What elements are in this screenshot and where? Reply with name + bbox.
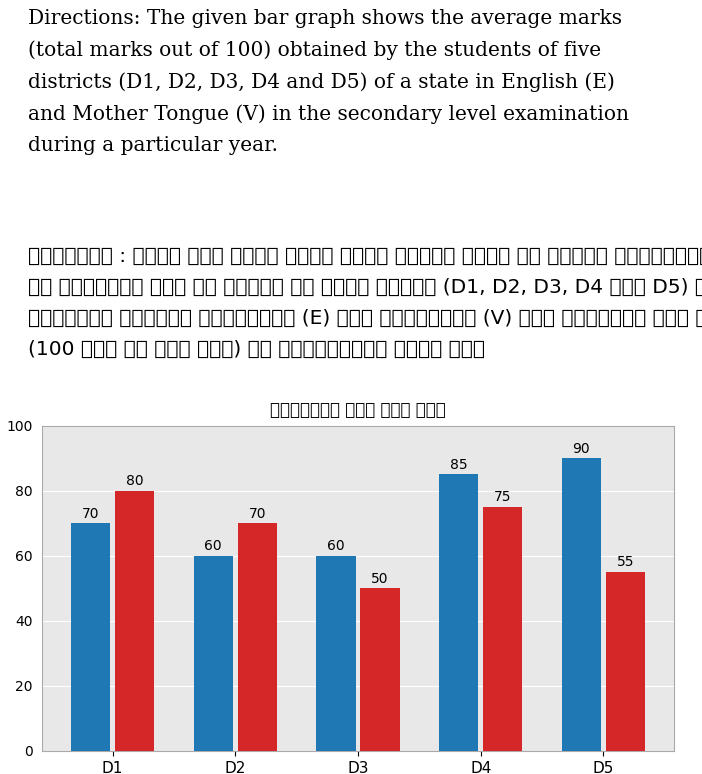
Text: Directions: The given bar graph shows the average marks
(total marks out of 100): Directions: The given bar graph shows th… xyxy=(28,9,629,155)
Bar xyxy=(115,491,154,751)
Bar xyxy=(317,556,356,751)
Text: 85: 85 xyxy=(450,458,468,472)
Text: 50: 50 xyxy=(371,572,389,586)
Text: 75: 75 xyxy=(494,491,512,505)
Bar xyxy=(238,523,277,751)
Bar xyxy=(194,556,233,751)
Bar xyxy=(606,572,645,751)
Title: परीक्षा में औसत अंक: परीक्षा में औसत अंक xyxy=(270,401,446,419)
Text: निर्देश : दिया गया दण्ड आरेख किसी विशेष वर्ष के दौरान माध्यमिक स्तर
की परीक्षा म: निर्देश : दिया गया दण्ड आरेख किसी विशेष … xyxy=(28,247,702,359)
Text: 70: 70 xyxy=(81,507,99,521)
Bar xyxy=(562,458,601,751)
Text: 80: 80 xyxy=(126,474,143,488)
Bar xyxy=(439,474,478,751)
Bar xyxy=(360,588,399,751)
Text: 60: 60 xyxy=(327,539,345,553)
Text: 70: 70 xyxy=(249,507,266,521)
Text: 60: 60 xyxy=(204,539,222,553)
Bar xyxy=(71,523,110,751)
Text: 90: 90 xyxy=(573,442,590,456)
Bar xyxy=(483,507,522,751)
Text: 55: 55 xyxy=(617,556,635,570)
